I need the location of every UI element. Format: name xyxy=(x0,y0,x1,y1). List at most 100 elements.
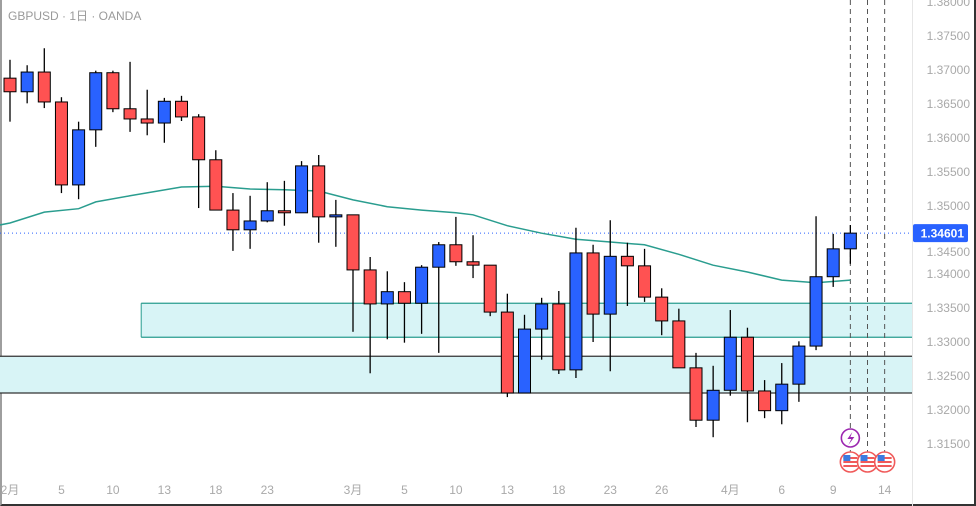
candle-body xyxy=(775,383,789,412)
candle[interactable] xyxy=(106,70,120,113)
candle[interactable] xyxy=(603,220,617,372)
candle[interactable] xyxy=(552,291,566,374)
us-flag-icon[interactable] xyxy=(873,451,896,473)
candle[interactable] xyxy=(740,327,754,423)
moving-average-line xyxy=(0,185,851,284)
candle[interactable] xyxy=(792,341,806,402)
candle[interactable] xyxy=(449,216,463,266)
time-axis-label: 18 xyxy=(209,483,223,497)
candle[interactable] xyxy=(706,365,720,438)
candle[interactable] xyxy=(243,195,257,249)
price-axis-label: 1.34000 xyxy=(927,267,971,281)
candle-body xyxy=(140,118,154,124)
candle-body xyxy=(157,100,171,124)
candle[interactable] xyxy=(363,257,377,374)
candle[interactable] xyxy=(123,61,137,132)
candle[interactable] xyxy=(329,199,343,247)
candle-body xyxy=(106,72,120,110)
flag-stripe xyxy=(877,465,892,467)
candle[interactable] xyxy=(535,297,549,360)
candle[interactable] xyxy=(483,264,497,317)
candle-body xyxy=(209,159,223,211)
candle[interactable] xyxy=(415,265,429,334)
time-axis-label: 13 xyxy=(501,483,515,497)
flag-canton xyxy=(877,455,885,461)
candle[interactable] xyxy=(54,97,68,194)
candle-body xyxy=(620,255,634,267)
candle-body xyxy=(432,244,446,268)
candle[interactable] xyxy=(432,242,446,353)
candle-body xyxy=(809,276,823,347)
lightning-icon[interactable] xyxy=(840,428,861,448)
us-flag-icon[interactable] xyxy=(839,451,862,473)
price-axis-label: 1.31500 xyxy=(927,437,971,451)
flag-stripe xyxy=(860,465,875,467)
candle[interactable] xyxy=(140,89,154,136)
candle[interactable] xyxy=(843,225,857,264)
time-axis-label: 18 xyxy=(552,483,566,497)
time-axis-label: 14 xyxy=(878,483,892,497)
time-axis-label: 9 xyxy=(830,483,837,497)
candle[interactable] xyxy=(295,161,309,214)
candle[interactable] xyxy=(518,314,531,394)
candle[interactable] xyxy=(175,95,188,121)
candle[interactable] xyxy=(569,227,583,379)
candle[interactable] xyxy=(620,242,634,306)
candle[interactable] xyxy=(809,216,823,351)
candle[interactable] xyxy=(500,293,514,398)
candle[interactable] xyxy=(397,282,411,343)
flag-stripe xyxy=(843,465,858,467)
candle[interactable] xyxy=(466,235,480,279)
candle[interactable] xyxy=(758,380,772,419)
candle[interactable] xyxy=(826,233,840,287)
last-price-badge xyxy=(913,224,968,243)
candle[interactable] xyxy=(37,48,51,109)
candle-body xyxy=(329,214,343,218)
candle-body xyxy=(226,209,240,231)
candle-body xyxy=(603,255,617,315)
candle-body xyxy=(277,210,291,214)
candle-body xyxy=(740,336,754,392)
time-axis-label: 23 xyxy=(604,483,618,497)
candle-body xyxy=(3,77,17,93)
symbol-title: GBPUSD · 1日 · OANDA xyxy=(8,9,142,23)
price-axis-label: 1.33500 xyxy=(927,301,971,315)
time-axis-label: 5 xyxy=(401,483,408,497)
candle[interactable] xyxy=(655,288,669,336)
candle-body xyxy=(346,214,360,271)
candle[interactable] xyxy=(277,180,291,226)
candle-body xyxy=(723,336,737,391)
candle-body xyxy=(380,291,394,305)
candle[interactable] xyxy=(209,150,223,211)
candle[interactable] xyxy=(586,244,600,342)
candle-body xyxy=(552,303,566,371)
price-axis-label: 1.38000 xyxy=(927,0,971,9)
candle[interactable] xyxy=(689,352,703,427)
candle[interactable] xyxy=(260,182,274,223)
lightning-glyph xyxy=(847,432,855,445)
candle[interactable] xyxy=(72,121,86,200)
us-flag-icon[interactable] xyxy=(856,451,879,473)
candle[interactable] xyxy=(775,363,789,425)
candle-body xyxy=(260,210,274,222)
candle[interactable] xyxy=(346,214,360,332)
candle[interactable] xyxy=(312,155,326,243)
candle[interactable] xyxy=(672,308,686,369)
candle[interactable] xyxy=(157,97,171,143)
candle[interactable] xyxy=(638,248,652,302)
candle-body xyxy=(37,71,51,103)
candle-body xyxy=(500,311,514,394)
supply-demand-zone-lower xyxy=(0,356,912,393)
candle-body xyxy=(792,345,806,385)
candle[interactable] xyxy=(89,70,103,147)
candle[interactable] xyxy=(723,310,737,396)
price-axis-label: 1.32500 xyxy=(927,369,971,383)
candle[interactable] xyxy=(226,193,240,251)
candle[interactable] xyxy=(380,271,394,340)
time-axis-label: 26 xyxy=(655,483,669,497)
candle[interactable] xyxy=(192,114,206,209)
candle[interactable] xyxy=(3,59,17,122)
candle[interactable] xyxy=(20,65,34,104)
